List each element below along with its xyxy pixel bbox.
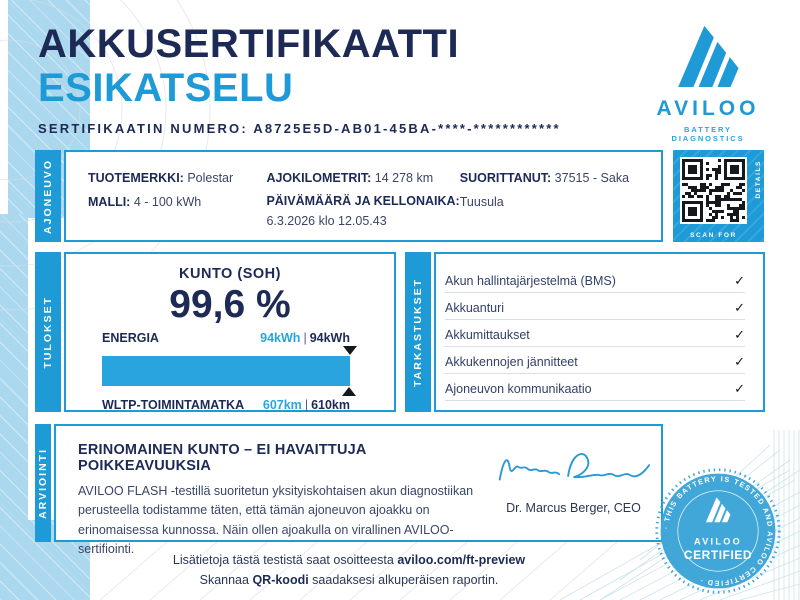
- section-vehicle: AJONEUVO TUOTEMERKKI: Polestar MALLI: 4 …: [35, 150, 663, 242]
- certified-badge-icon: · THIS BATTERY IS TESTED AND AVILOO CERT…: [655, 468, 781, 594]
- metric-range-measured: 607km: [262, 398, 302, 412]
- checkmark-icon: ✓: [734, 354, 745, 369]
- field-model-label: MALLI:: [88, 195, 131, 209]
- brand-name: AVILOO: [656, 97, 760, 120]
- check-label: Akkukennojen jännitteet: [445, 355, 578, 369]
- field-brand-label: TUOTEMERKKI:: [88, 171, 184, 185]
- check-item-measurements: Akkumittaukset ✓: [445, 323, 745, 347]
- page-subtitle: ESIKATSELU: [38, 66, 294, 110]
- field-brand-value: Polestar: [187, 171, 234, 185]
- qr-code: [680, 157, 747, 224]
- page-title: AKKUSERTIFIKAATTI: [38, 22, 460, 66]
- certificate-number-value: A8725E5D-AB01-45BA-****-************: [253, 121, 561, 136]
- checks-box: Akun hallintajärjestelmä (BMS) ✓ Akkuantu…: [434, 252, 765, 412]
- certificate-number-label: SERTIFIKAATIN NUMERO:: [38, 121, 248, 136]
- field-datetime: PÄIVÄMÄÄRÄ JA KELLONAIKA: 6.3.2026 klo 1…: [266, 190, 459, 230]
- field-performed-by-value: 37515 - Saka Tuusula: [459, 171, 630, 209]
- vehicle-tab: AJONEUVO: [35, 150, 61, 242]
- results-box: KUNTO (SOH) 99,6 % ENERGIA 94kWh | 94kWh W…: [64, 252, 396, 412]
- assessment-headline: ERINOMAINEN KUNTO – EI HAVAITTUJA POIKKE…: [78, 442, 367, 474]
- qr-block: SCAN FOR DETAILS: [673, 150, 764, 242]
- brand-tagline: BATTERY DIAGNOSTICS: [671, 125, 745, 143]
- metric-row-energy: ENERGIA 94kWh | 94kWh: [102, 331, 350, 345]
- field-model-value: 4 - 100 kWh: [133, 195, 202, 209]
- footer-line2-suffix: saadaksesi alkuperäisen raportin.: [308, 573, 499, 587]
- metric-row-range: WLTP-TOIMINTAMATKA 607km | 610km: [102, 398, 350, 412]
- check-label: Akun hallintajärjestelmä (BMS): [445, 274, 616, 288]
- results-tab-label: TULOKSET: [42, 295, 54, 369]
- check-item-communication: Ajoneuvon kommunikaatio ✓: [445, 377, 745, 401]
- marker-range-icon: [341, 387, 356, 396]
- assessment-box: ERINOMAINEN KUNTO – EI HAVAITTUJA POIKKE…: [54, 424, 663, 556]
- signature-icon: [498, 453, 651, 481]
- field-brand: TUOTEMERKKI: Polestar: [88, 166, 266, 190]
- checkmark-icon: ✓: [734, 300, 745, 315]
- metric-energy-measured: 94kWh: [260, 331, 301, 345]
- metric-range-nominal: 610km: [311, 398, 350, 412]
- check-label: Akkumittaukset: [445, 328, 530, 342]
- field-datetime-label: PÄIVÄMÄÄRÄ JA KELLONAIKA:: [266, 194, 460, 208]
- aviloo-logo: AVILOO BATTERY DIAGNOSTICS: [646, 20, 770, 143]
- checkmark-icon: ✓: [734, 381, 745, 396]
- check-item-cell-voltages: Akkukennojen jännitteet ✓: [445, 350, 745, 374]
- badge-brand: AVILOO: [694, 536, 742, 546]
- certificate-number: SERTIFIKAATIN NUMERO: A8725E5D-AB01-45BA…: [38, 121, 561, 136]
- marker-energy-icon: [343, 346, 357, 355]
- checkmark-icon: ✓: [734, 273, 745, 288]
- section-results: TULOKSET KUNTO (SOH) 99,6 % ENERGIA 94kW…: [35, 252, 396, 412]
- footer-line2: Skannaa QR-koodi saadaksesi alkuperäisen…: [35, 570, 663, 590]
- footer-qr-keyword: QR-koodi: [252, 573, 309, 587]
- field-mileage-label: AJOKILOMETRIT:: [266, 171, 372, 185]
- metric-range-values: 607km | 610km: [263, 398, 350, 412]
- checks-tab-label: TARKASTUKSET: [412, 277, 424, 387]
- footer-line1: Lisätietoja tästä testistä saat osoittee…: [35, 550, 663, 570]
- field-performed-by: SUORITTANUT: 37515 - Saka Tuusula: [460, 166, 661, 214]
- metric-energy-label: ENERGIA: [102, 331, 159, 345]
- field-model: MALLI: 4 - 100 kWh: [88, 190, 266, 214]
- scan-for-label: SCAN FOR: [690, 232, 737, 239]
- footer-url: aviloo.com/ft-preview: [397, 553, 526, 567]
- certified-badge: · THIS BATTERY IS TESTED AND AVILOO CERT…: [651, 464, 785, 600]
- check-label: Ajoneuvon kommunikaatio: [445, 382, 592, 396]
- check-item-sensor: Akkuanturi ✓: [445, 296, 745, 320]
- field-datetime-value: 6.3.2026 klo 12.05.43: [266, 214, 387, 228]
- soh-value: 99,6 %: [169, 283, 291, 326]
- check-item-bms: Akun hallintajärjestelmä (BMS) ✓: [445, 269, 745, 293]
- assessment-body: AVILOO FLASH -testillä suoritetun yksity…: [78, 484, 474, 557]
- aviloo-mountain-icon: [678, 25, 739, 87]
- check-label: Akkuanturi: [445, 301, 505, 315]
- soh-bar: [102, 356, 350, 386]
- details-label: DETAILS: [755, 160, 762, 199]
- checkmark-icon: ✓: [734, 327, 745, 342]
- assessment-tab-label: ARVIOINTI: [37, 447, 49, 519]
- results-tab: TULOKSET: [35, 252, 61, 412]
- metric-energy-nominal: 94kWh: [309, 331, 350, 345]
- section-assessment: ARVIOINTI ERINOMAINEN KUNTO – EI HAVAITT…: [35, 424, 663, 556]
- badge-label: CERTIFIED: [684, 548, 752, 562]
- field-mileage-value: 14 278 km: [374, 171, 434, 185]
- soh-bar-track: [102, 346, 357, 396]
- assessment-tab: ARVIOINTI: [35, 424, 51, 542]
- metric-range-label: WLTP-TOIMINTAMATKA: [102, 398, 245, 412]
- signatory-name: Dr. Marcus Berger, CEO: [506, 501, 641, 515]
- metric-separator: |: [304, 398, 309, 412]
- footer: Lisätietoja tästä testistä saat osoittee…: [35, 550, 663, 590]
- footer-line2-text: Skannaa: [199, 573, 253, 587]
- vehicle-box: TUOTEMERKKI: Polestar MALLI: 4 - 100 kWh…: [64, 150, 663, 242]
- field-performed-by-label: SUORITTANUT:: [459, 171, 552, 185]
- soh-title: KUNTO (SOH): [179, 266, 281, 282]
- metric-energy-values: 94kWh | 94kWh: [260, 331, 350, 345]
- vehicle-tab-label: AJONEUVO: [42, 158, 54, 234]
- checks-tab: TARKASTUKSET: [405, 252, 431, 412]
- footer-line1-text: Lisätietoja tästä testistä saat osoittee…: [172, 553, 398, 567]
- metric-separator: |: [303, 331, 307, 345]
- field-mileage: AJOKILOMETRIT: 14 278 km: [266, 166, 459, 190]
- header: AKKUSERTIFIKAATTI ESIKATSELU SERTIFIKAAT…: [38, 22, 561, 136]
- section-checks: TARKASTUKSET Akun hallintajärjestelmä (B…: [405, 252, 765, 412]
